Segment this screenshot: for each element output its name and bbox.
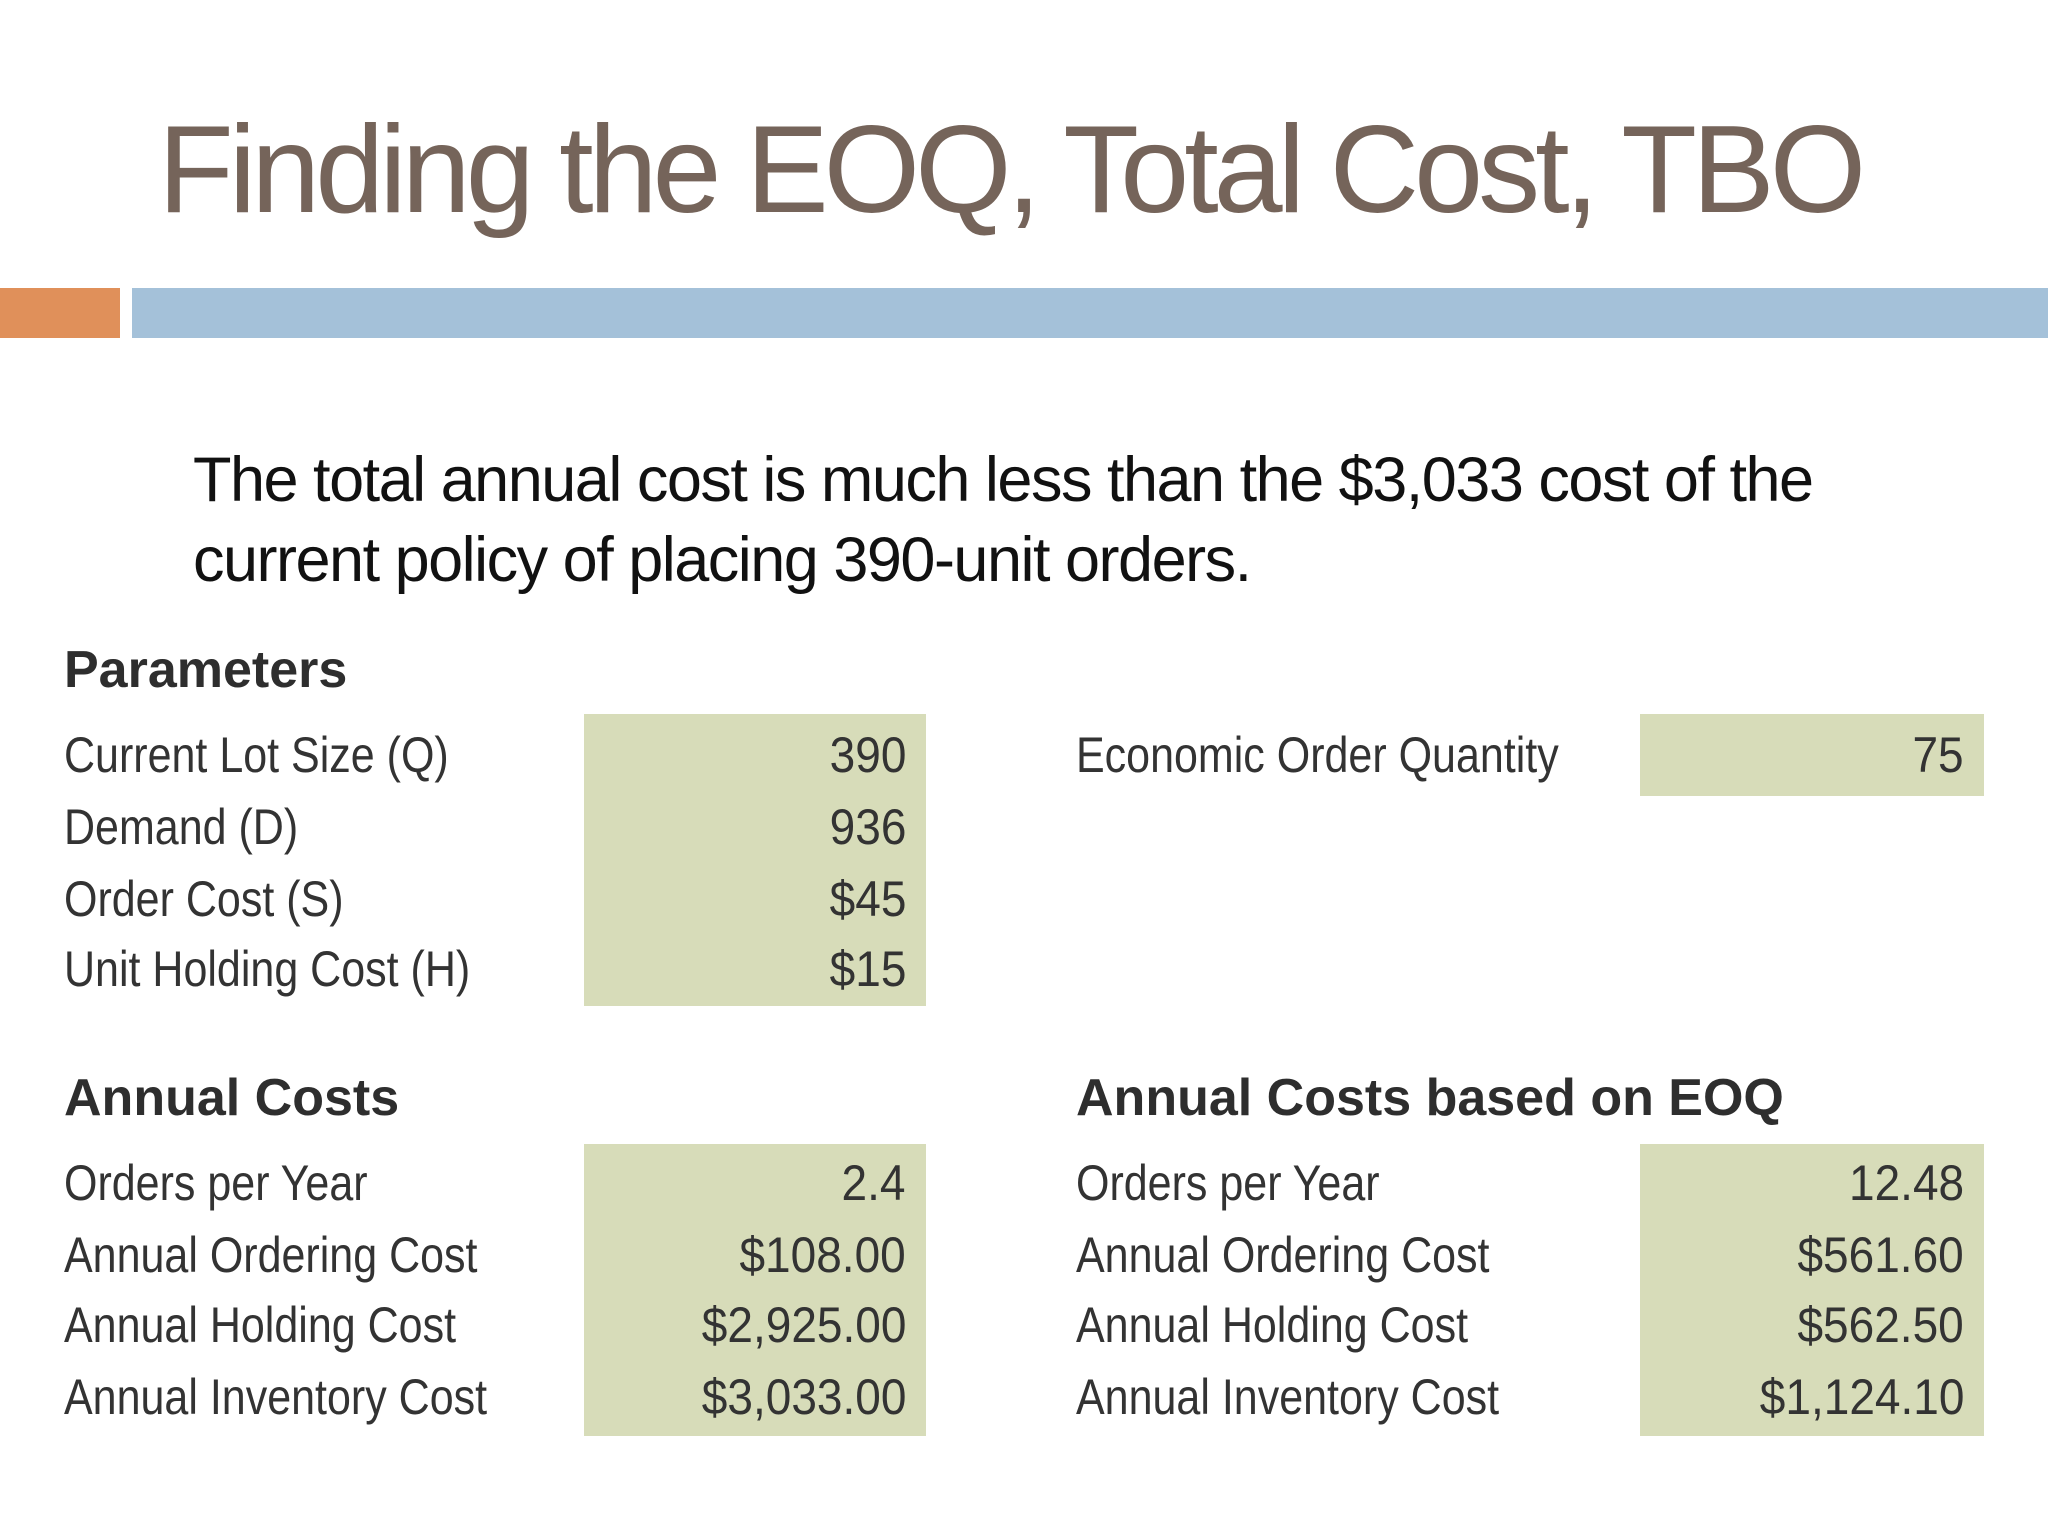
accent-bar-blue — [132, 288, 2048, 338]
annual-cost-value: $3,033.00 — [701, 1369, 906, 1425]
parameter-label: Order Cost (S) — [64, 871, 344, 927]
accent-bar-orange — [0, 288, 120, 338]
eoq-label: Economic Order Quantity — [1076, 727, 1559, 783]
parameter-value: $15 — [829, 941, 906, 997]
annual-cost-label: Annual Ordering Cost — [64, 1227, 478, 1283]
annual-cost-value: $2,925.00 — [701, 1297, 906, 1353]
parameter-label: Current Lot Size (Q) — [64, 727, 449, 783]
parameters-value-box: 390 936 $45 $15 — [584, 714, 926, 1006]
annual-costs-eoq-heading: Annual Costs based on EOQ — [1076, 1069, 1784, 1127]
annual-cost-eoq-label: Orders per Year — [1076, 1155, 1380, 1211]
annual-cost-value: $108.00 — [739, 1227, 906, 1283]
annual-cost-eoq-value: $562.50 — [1797, 1297, 1964, 1353]
annual-cost-eoq-label: Annual Ordering Cost — [1076, 1227, 1490, 1283]
annual-cost-label: Orders per Year — [64, 1155, 368, 1211]
eoq-value-box: 75 — [1640, 714, 1984, 796]
parameter-value: 390 — [829, 727, 906, 783]
annual-costs-heading: Annual Costs — [64, 1069, 400, 1127]
annual-cost-eoq-value: $1,124.10 — [1759, 1369, 1964, 1425]
parameter-label: Unit Holding Cost (H) — [64, 941, 471, 997]
parameter-value: 936 — [829, 799, 906, 855]
parameter-label: Demand (D) — [64, 799, 299, 855]
annual-costs-eoq-value-box: 12.48 $561.60 $562.50 $1,124.10 — [1640, 1144, 1984, 1436]
annual-cost-label: Annual Inventory Cost — [64, 1369, 488, 1425]
body-text: The total annual cost is much less than … — [193, 445, 1814, 595]
annual-cost-value: 2.4 — [842, 1155, 906, 1211]
eoq-value: 75 — [1912, 727, 1964, 783]
annual-cost-label: Annual Holding Cost — [64, 1297, 457, 1353]
parameter-value: $45 — [829, 871, 906, 927]
annual-cost-eoq-value: 12.48 — [1848, 1155, 1964, 1211]
slide-title: Finding the EOQ, Total Cost, TBO — [158, 101, 1866, 239]
annual-cost-eoq-value: $561.60 — [1797, 1227, 1964, 1283]
annual-costs-value-box: 2.4 $108.00 $2,925.00 $3,033.00 — [584, 1144, 926, 1436]
annual-cost-eoq-label: Annual Holding Cost — [1076, 1297, 1469, 1353]
parameters-heading: Parameters — [64, 641, 348, 699]
annual-cost-eoq-label: Annual Inventory Cost — [1076, 1369, 1500, 1425]
